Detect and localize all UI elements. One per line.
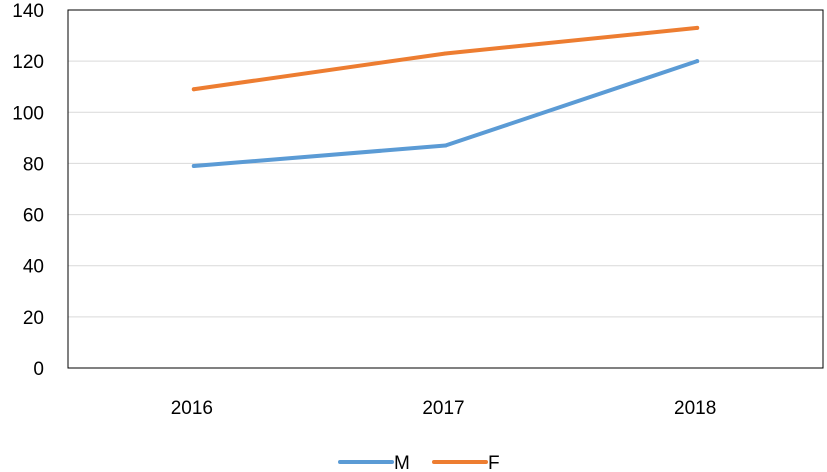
data-point-f: [191, 87, 196, 92]
y-tick-label: 100: [12, 103, 44, 124]
y-tick-label: 140: [12, 1, 44, 22]
gridlines: [68, 9, 823, 369]
plot-area-frame: [67, 9, 824, 369]
y-tick-label: 80: [23, 154, 44, 175]
x-tick-label: 2016: [171, 398, 213, 419]
x-axis-ticks: 2016 2017 2018: [171, 398, 717, 419]
data-point-m: [191, 163, 196, 168]
data-point-f: [695, 25, 700, 30]
x-tick-label: 2017: [422, 398, 464, 419]
y-tick-label: 120: [12, 52, 44, 73]
x-tick-label: 2018: [674, 398, 716, 419]
legend-label-f: F: [488, 453, 500, 472]
series-line-f: [191, 25, 700, 92]
data-point-f: [443, 51, 448, 56]
series-lines: [191, 25, 700, 168]
y-tick-label: 0: [33, 359, 44, 380]
y-tick-label: 40: [23, 257, 44, 278]
y-tick-label: 60: [23, 206, 44, 227]
legend-label-m: M: [394, 453, 410, 472]
y-tick-label: 20: [23, 308, 44, 329]
data-point-m: [695, 59, 700, 64]
y-axis-ticks: 0 20 40 60 80 100 120 140: [12, 1, 44, 380]
data-point-m: [443, 143, 448, 148]
